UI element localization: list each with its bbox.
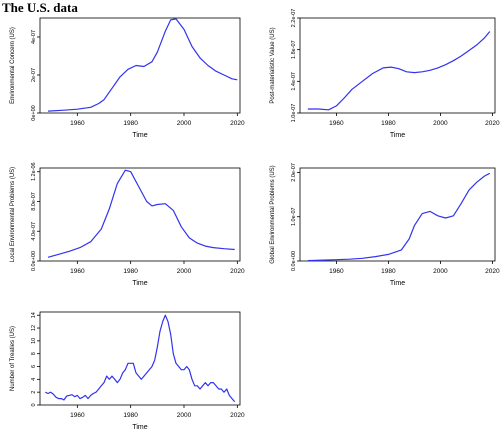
x-tick-label: 2020 — [230, 412, 245, 419]
y-axis-label: Global Environmental Problems (US) — [270, 165, 276, 263]
x-tick-label: 2000 — [433, 268, 448, 275]
x-axis-label: Time — [132, 280, 147, 287]
chart-panel-2: 1960 1980 2000 2020 1.0e-07 1.4e-07 1.8e-07 2.2… — [270, 9, 500, 139]
series-line-1 — [47, 18, 238, 112]
y-tick-label: 1.0e-07 — [291, 104, 297, 123]
y-tick-label: 4 — [31, 378, 37, 381]
y-tick-label: 6 — [31, 365, 37, 368]
y-tick-label: 1.2e-06 — [31, 162, 37, 181]
y-tick-label: 14 — [31, 312, 37, 318]
x-axis-label: Time — [132, 132, 147, 139]
x-tick-label: 1980 — [123, 412, 138, 419]
chart-panel-5: 1960 1980 2000 2020 0 2 4 6 8 10 12 14 Time Number of… — [10, 311, 245, 429]
y-tick-label: 2 — [31, 391, 37, 394]
x-axis-label: Time — [390, 132, 405, 139]
y-tick-label: 2.0e-07 — [291, 163, 297, 182]
x-tick-label: 1960 — [329, 120, 344, 127]
x-tick-label: 2020 — [230, 120, 245, 127]
chart-panel-1: 1960 1980 2000 2020 0e+00 2e-07 4e-07 Time Envir… — [10, 17, 245, 139]
x-tick-label: 1980 — [381, 120, 396, 127]
x-tick-label: 2000 — [177, 268, 192, 275]
plot-frame — [299, 167, 496, 262]
x-tick-label: 2000 — [177, 412, 192, 419]
chart-panel-3: 1960 1980 2000 2020 0.0e+00 4.0e-07 8.0e-07 1.2… — [10, 162, 245, 287]
y-tick-label: 12 — [31, 325, 37, 331]
y-axis-label: Environmental Concern (US) — [10, 27, 16, 104]
y-tick-label: 4e-07 — [31, 30, 37, 44]
y-tick-label: 1.8e-07 — [291, 40, 297, 59]
y-tick-label: 0.0e+00 — [291, 251, 297, 271]
y-tick-label: 10 — [31, 338, 37, 344]
series-line-1 — [307, 31, 491, 111]
x-tick-label: 1980 — [123, 268, 138, 275]
y-axis-label: Number of Treaties (US) — [10, 326, 16, 391]
x-tick-label: 2000 — [433, 120, 448, 127]
series-line-1 — [45, 314, 236, 403]
x-tick-label: 1960 — [329, 268, 344, 275]
series-line-1 — [47, 169, 235, 258]
x-tick-label: 2020 — [485, 268, 500, 275]
y-axis-label: Local Environmental Problems (US) — [10, 167, 16, 262]
y-tick-label: 1.0e-07 — [291, 207, 297, 226]
x-axis-label: Time — [132, 424, 147, 429]
y-tick-label: 4.0e-07 — [31, 222, 37, 241]
x-tick-label: 2020 — [230, 268, 245, 275]
series-line-1 — [307, 172, 491, 262]
y-tick-label: 0.0e+00 — [31, 251, 37, 271]
y-tick-label: 8.0e-07 — [31, 192, 37, 211]
figure-title: The U.S. data — [2, 0, 78, 15]
y-tick-label: 0 — [31, 403, 37, 406]
x-tick-label: 1980 — [381, 268, 396, 275]
x-tick-label: 1960 — [70, 412, 85, 419]
plot-frame — [39, 311, 241, 406]
y-tick-label: 1.4e-07 — [291, 72, 297, 91]
y-tick-label: 2.2e-07 — [291, 9, 297, 28]
chart-panel-4: 1960 1980 2000 2020 0.0e+00 1.0e-07 2.0e-07 Tim… — [270, 163, 500, 287]
x-tick-label: 2020 — [485, 120, 500, 127]
x-tick-label: 1960 — [70, 268, 85, 275]
y-tick-label: 0e+00 — [31, 105, 37, 120]
plot-frame — [299, 17, 496, 114]
x-tick-label: 1980 — [123, 120, 138, 127]
y-tick-label: 8 — [31, 352, 37, 355]
y-tick-label: 2e-07 — [31, 68, 37, 82]
x-tick-label: 2000 — [177, 120, 192, 127]
plot-frame — [39, 167, 241, 262]
y-axis-label: Post-materialistic Value (US) — [270, 27, 276, 103]
x-axis-label: Time — [390, 280, 405, 287]
plot-frame — [39, 17, 241, 114]
x-tick-label: 1960 — [70, 120, 85, 127]
